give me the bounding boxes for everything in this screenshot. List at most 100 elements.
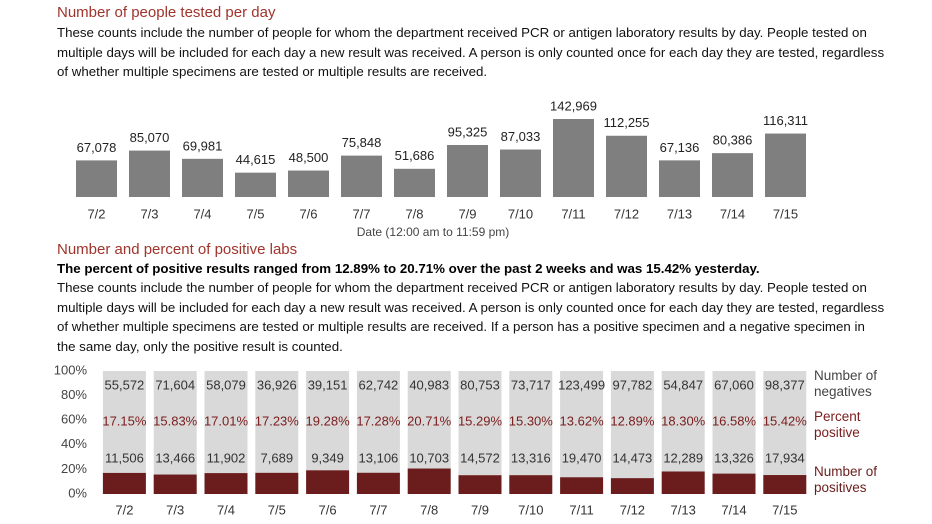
positives-label: 14,473 <box>613 450 653 465</box>
negatives-segment <box>306 371 350 471</box>
y-tick-label: 0% <box>68 485 87 500</box>
percent-label: 19.28% <box>306 413 351 428</box>
negatives-label: 67,060 <box>714 377 754 392</box>
negatives-segment <box>509 371 553 476</box>
x-tick-label: 7/3 <box>140 206 158 221</box>
negatives-segment <box>712 371 756 474</box>
positives-label: 13,466 <box>155 450 195 465</box>
positives-label: 14,572 <box>460 450 500 465</box>
chart-highlight: The percent of positive results ranged f… <box>57 261 760 276</box>
positives-label: 13,106 <box>359 450 399 465</box>
positives-segment <box>306 470 350 494</box>
positives-segment <box>661 471 705 494</box>
bar <box>606 135 647 197</box>
positives-label: 19,470 <box>562 450 602 465</box>
x-tick-label: 7/5 <box>246 206 264 221</box>
positives-label: 17,934 <box>765 450 805 465</box>
bar <box>235 172 276 197</box>
data-label: 116,311 <box>763 113 808 128</box>
negatives-segment <box>610 371 654 479</box>
bar <box>288 170 329 197</box>
x-tick-label: 7/8 <box>420 502 438 517</box>
positives-segment <box>763 475 807 494</box>
negatives-segment <box>407 371 451 469</box>
x-tick-label: 7/6 <box>319 502 337 517</box>
x-tick-label: 7/6 <box>299 206 317 221</box>
negatives-label: 97,782 <box>613 377 653 392</box>
data-label: 69,981 <box>183 138 223 153</box>
bar <box>129 150 170 197</box>
y-tick-label: 20% <box>61 461 87 476</box>
x-tick-label: 7/4 <box>193 206 211 221</box>
percent-label: 15.29% <box>458 413 503 428</box>
percent-label: 17.01% <box>204 413 249 428</box>
positives-label: 9,349 <box>311 450 344 465</box>
legend-entry: Number of positives <box>814 464 878 495</box>
negatives-label: 55,572 <box>105 377 145 392</box>
y-tick-label: 80% <box>61 387 87 402</box>
bar <box>182 158 223 197</box>
data-label: 142,969 <box>550 98 597 113</box>
data-label: 51,686 <box>395 148 435 163</box>
bar <box>394 168 435 197</box>
x-tick-label: 7/5 <box>268 502 286 517</box>
negatives-segment <box>661 371 705 472</box>
x-axis-label: Date (12:00 am to 11:59 pm) <box>357 225 510 239</box>
negatives-label: 123,499 <box>558 377 605 392</box>
negatives-label: 40,983 <box>409 377 449 392</box>
negatives-segment <box>356 371 400 473</box>
positives-label: 11,506 <box>105 450 144 465</box>
x-tick-label: 7/15 <box>772 502 797 517</box>
negatives-segment <box>763 371 807 476</box>
x-tick-label: 7/3 <box>166 502 184 517</box>
chart-title: Number and percent of positive labs <box>57 241 298 258</box>
percent-label: 16.58% <box>712 413 757 428</box>
positives-label: 11,902 <box>207 450 246 465</box>
bar <box>76 160 117 197</box>
x-tick-label: 7/7 <box>352 206 370 221</box>
negatives-label: 54,847 <box>663 377 703 392</box>
percent-label: 20.71% <box>407 413 452 428</box>
negatives-label: 80,753 <box>460 377 500 392</box>
x-tick-label: 7/11 <box>561 206 585 221</box>
data-label: 67,078 <box>77 140 117 155</box>
x-tick-label: 7/15 <box>773 206 798 221</box>
chart-description: These counts include the number of peopl… <box>57 25 885 79</box>
chart-description: These counts include the number of peopl… <box>57 280 885 354</box>
y-tick-label: 100% <box>54 362 88 377</box>
percent-label: 15.30% <box>509 413 554 428</box>
x-tick-label: 7/12 <box>620 502 645 517</box>
data-label: 112,255 <box>603 115 649 130</box>
bar <box>553 119 594 197</box>
x-tick-label: 7/4 <box>217 502 235 517</box>
negatives-label: 62,742 <box>359 377 399 392</box>
x-tick-label: 7/8 <box>405 206 423 221</box>
bar <box>500 149 541 197</box>
positives-label: 12,289 <box>663 450 703 465</box>
negatives-label: 36,926 <box>257 377 297 392</box>
bar <box>712 153 753 197</box>
x-tick-label: 7/11 <box>569 502 593 517</box>
bar <box>341 155 382 197</box>
negatives-segment <box>102 371 146 473</box>
positives-segment <box>712 473 756 494</box>
data-label: 44,615 <box>236 152 276 167</box>
negatives-label: 71,604 <box>155 377 195 392</box>
bar <box>447 144 488 197</box>
negatives-segment <box>153 371 197 475</box>
negatives-segment <box>204 371 248 474</box>
negatives-label: 39,151 <box>308 377 348 392</box>
negatives-segment <box>560 371 604 478</box>
data-label: 87,033 <box>501 129 541 144</box>
x-tick-label: 7/10 <box>508 206 533 221</box>
data-label: 85,070 <box>130 130 170 145</box>
positives-segment <box>458 475 502 494</box>
y-tick-label: 40% <box>61 436 87 451</box>
legend-entry: Number of negatives <box>814 368 878 399</box>
positives-segment <box>610 478 654 494</box>
percent-label: 15.42% <box>763 413 808 428</box>
positives-label: 10,703 <box>409 450 449 465</box>
x-tick-label: 7/13 <box>667 206 692 221</box>
